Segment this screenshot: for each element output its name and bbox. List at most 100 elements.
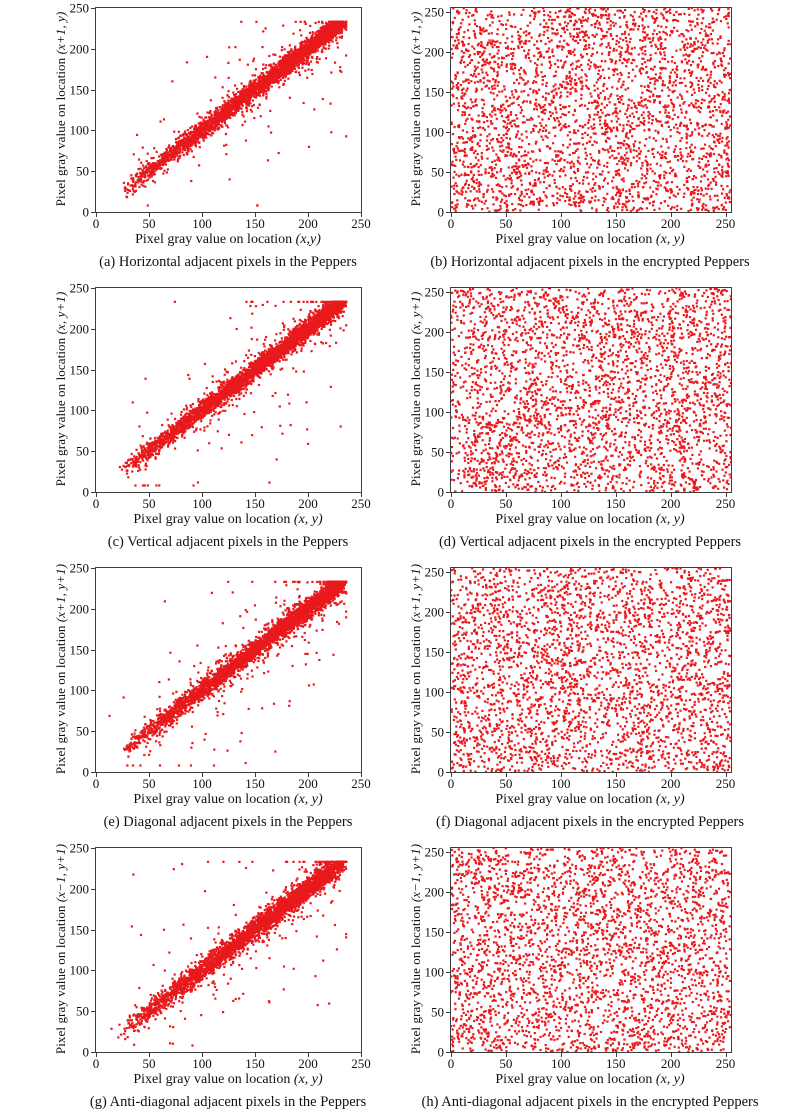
x-tick-label: 0 <box>447 776 455 791</box>
caption-a: (a) Horizontal adjacent pixels in the Pe… <box>99 254 357 270</box>
x-tick-label: 100 <box>192 496 212 511</box>
y-axis-label-text: Pixel gray value on location <box>53 334 68 487</box>
panel-d: Pixel gray value on location (x, y+1) 0 5… <box>400 281 800 560</box>
x-tick-mark <box>725 773 727 777</box>
y-tick-label: 200 <box>69 881 90 897</box>
y-tick-mark <box>91 212 95 213</box>
x-tick-mark <box>670 773 672 777</box>
y-axis-label: Pixel gray value on location (x−1, y+1) <box>53 844 69 1054</box>
y-tick-label: 150 <box>424 924 445 940</box>
x-axis-label-text: Pixel gray value on location <box>495 232 656 247</box>
x-axis-label: Pixel gray value on location (x,y) <box>135 232 321 248</box>
y-tick-mark <box>446 292 450 293</box>
x-tick-mark <box>560 1053 562 1057</box>
y-tick-label: 50 <box>76 723 89 739</box>
y-tick-label: 0 <box>82 484 90 500</box>
plot-area-c: 0 50 100 150 200 250 0 50 100 150 200 250 <box>70 282 371 511</box>
x-tick-label: 150 <box>605 216 626 231</box>
scatter-canvas-f <box>451 568 731 772</box>
x-tick-label: 0 <box>447 496 455 511</box>
x-axis-label-text: Pixel gray value on location <box>495 512 656 527</box>
panel-g: Pixel gray value on location (x−1, y+1) … <box>0 841 400 1118</box>
x-tick-mark <box>451 213 452 217</box>
y-tick-mark <box>446 772 450 773</box>
x-axis-label-math: (x, y) <box>293 512 323 527</box>
y-axis-label: Pixel gray value on location (x+1, y) <box>53 12 69 207</box>
x-tick-label: 250 <box>715 776 736 791</box>
x-axis-label-text: Pixel gray value on location <box>495 792 656 807</box>
x-tick-label: 50 <box>499 496 513 511</box>
y-tick-mark <box>446 92 450 93</box>
x-tick-mark <box>149 213 150 217</box>
x-tick-label: 250 <box>351 216 371 231</box>
x-tick-mark <box>725 493 727 497</box>
y-tick-label: 50 <box>431 724 444 740</box>
x-tick-mark <box>96 493 97 497</box>
x-tick-mark <box>149 773 150 777</box>
x-tick-mark <box>615 1053 617 1057</box>
x-tick-label: 250 <box>351 496 371 511</box>
y-tick-mark <box>91 48 95 50</box>
y-tick-label: 200 <box>69 321 90 337</box>
y-tick-mark <box>91 171 95 173</box>
y-tick-label: 200 <box>424 604 445 620</box>
x-tick-mark <box>615 493 617 497</box>
y-tick-mark <box>446 412 450 413</box>
x-tick-label: 150 <box>605 1056 626 1071</box>
x-tick-label: 200 <box>298 776 318 791</box>
y-tick-label: 100 <box>424 684 445 700</box>
y-axis-label: Pixel gray value on location (x, y+1) <box>408 292 424 487</box>
x-axis-label: Pixel gray value on location (x, y) <box>495 792 684 808</box>
scatter-canvas-a <box>96 8 361 212</box>
x-tick-mark <box>255 213 256 217</box>
scatter-canvas-h <box>451 848 731 1052</box>
y-tick-label: 200 <box>69 601 90 617</box>
x-tick-mark <box>149 493 150 497</box>
y-tick-label: 50 <box>431 444 444 460</box>
y-tick-label: 150 <box>69 362 90 378</box>
y-tick-label: 150 <box>424 364 445 380</box>
y-axis-label-text: Pixel gray value on location <box>53 54 68 207</box>
x-tick-mark <box>255 1053 256 1057</box>
panel-e: Pixel gray value on location (x+1, y+1) … <box>0 561 400 840</box>
x-tick-label: 0 <box>92 1056 100 1071</box>
y-tick-mark <box>91 888 95 890</box>
y-axis-label-math: (x−1, y+1) <box>53 843 68 903</box>
x-tick-mark <box>96 213 97 217</box>
caption-h: (h) Anti-diagonal adjacent pixels in the… <box>421 1094 759 1110</box>
x-tick-label: 200 <box>660 1056 681 1071</box>
y-axis-label-math: (x+1, y) <box>53 11 68 55</box>
y-tick-label: 250 <box>424 4 445 20</box>
caption-d: (d) Vertical adjacent pixels in the encr… <box>438 534 742 550</box>
x-tick-mark <box>308 493 309 497</box>
y-tick-mark <box>446 492 450 493</box>
x-axis-label: Pixel gray value on location (x, y) <box>133 1072 322 1088</box>
y-tick-mark <box>446 12 450 13</box>
x-tick-label: 200 <box>660 496 681 511</box>
y-tick-label: 200 <box>69 41 90 57</box>
caption-c: (c) Vertical adjacent pixels in the Pepp… <box>107 534 349 550</box>
scatter-canvas-c <box>96 288 361 492</box>
x-tick-mark <box>255 493 256 497</box>
y-tick-mark <box>91 690 95 692</box>
y-tick-label: 150 <box>424 84 445 100</box>
y-tick-label: 250 <box>424 564 445 580</box>
y-tick-mark <box>91 970 95 972</box>
y-tick-mark <box>446 972 450 973</box>
y-tick-mark <box>446 932 450 933</box>
y-tick-mark <box>91 649 95 651</box>
y-tick-label: 0 <box>437 1044 445 1060</box>
plot-area-g: 0 50 100 150 200 250 0 50 100 150 200 250 <box>70 842 371 1071</box>
scatter-canvas-e <box>96 568 361 772</box>
y-tick-label: 0 <box>82 1044 90 1060</box>
x-tick-mark <box>96 1053 97 1057</box>
y-tick-mark <box>91 451 95 453</box>
x-tick-mark <box>202 213 203 217</box>
x-axis-label-math: (x, y) <box>655 1072 685 1087</box>
x-tick-label: 100 <box>192 1056 212 1071</box>
x-tick-mark <box>96 773 97 777</box>
y-tick-mark <box>91 369 95 371</box>
x-tick-label: 100 <box>192 216 212 231</box>
x-tick-mark <box>202 773 203 777</box>
x-tick-label: 100 <box>551 496 571 511</box>
